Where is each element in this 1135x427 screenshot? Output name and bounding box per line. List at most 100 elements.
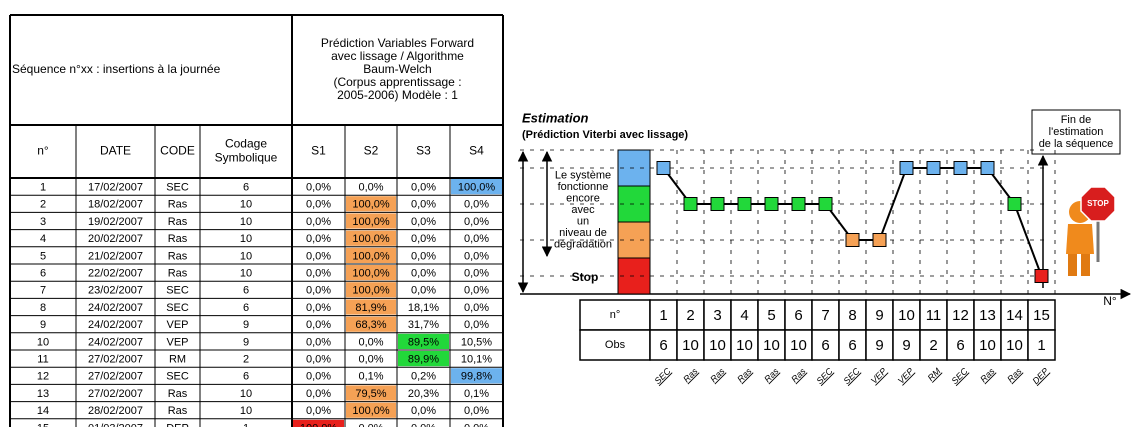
cell-highlight [346,282,396,298]
table-cell: 10 [240,216,252,228]
code-label: SEC [652,366,673,387]
cell-highlight [398,351,449,367]
table-cell: 4 [40,233,46,245]
table-cell: 12 [37,371,49,383]
table-cell: 17/02/2007 [88,182,143,194]
table-cell: SEC [166,182,189,194]
stop-sign-text: STOP [1087,199,1109,208]
table-cell: 3 [40,216,46,228]
end-note: Fin de [1061,114,1092,126]
state-marker [980,161,995,175]
observation: 10 [709,337,726,354]
value-cell [703,299,732,331]
code-label: RM [926,366,943,383]
prediction-header: Prédiction Variables Forward [321,36,474,50]
value-cell [730,329,759,361]
degradation-note: niveau de [559,227,607,239]
observation: 10 [979,337,996,354]
state-marker [899,161,914,175]
table-cell: 100,0% [352,216,390,228]
table-cell: 31,7% [408,319,439,331]
state-marker [926,161,941,175]
stop-figure: STOP [1066,186,1116,276]
diagram-subtitle: (Prédiction Viterbi avec lissage) [522,129,688,141]
step-number: 8 [848,307,856,324]
table-cell: 18,1% [408,302,439,314]
end-note: l'estimation [1049,126,1104,138]
table-cell: Ras [168,250,188,262]
table-cell: SEC [166,285,189,297]
table-cell: 6 [243,285,249,297]
table-cell: 9 [40,319,46,331]
cell-highlight [451,368,502,384]
table-cell: 27/02/2007 [88,388,143,400]
cell-highlight [346,299,396,315]
table-cell: 0,0% [411,422,436,427]
value-cell [946,329,975,361]
table-cell: 0,0% [306,233,331,245]
observation: 6 [821,337,829,354]
table-cell: 13 [37,388,49,400]
value-cell [649,299,678,331]
state-marker [710,197,725,211]
table-cell: 0,0% [306,268,331,280]
table-cell: 28/02/2007 [88,405,143,417]
table-cell: 22/02/2007 [88,268,143,280]
step-number: 2 [686,307,694,324]
column-header: S2 [364,144,379,158]
table-cell: 0,0% [306,302,331,314]
step-number: 11 [926,307,942,324]
state-marker [683,197,698,211]
table-cell: 20,3% [408,388,439,400]
step-number: 10 [898,307,915,324]
table-cell: 2 [243,354,249,366]
table-cell: 24/02/2007 [88,319,143,331]
table-cell: 99,8% [461,371,492,383]
degradation-note: avec [571,204,595,216]
code-label: SEC [814,366,835,387]
table-cell: 0,0% [464,216,489,228]
cell-highlight [293,419,344,427]
table-cell: 0,0% [358,422,383,427]
table-cell: 100,0% [352,250,390,262]
table-cell: 6 [243,302,249,314]
code-label: Ras [1005,366,1024,385]
diagram-title: Estimation [522,110,589,125]
observation: 9 [875,337,883,354]
table-cell: 0,0% [411,199,436,211]
table-cell: 0,1% [358,371,383,383]
table-cell: 100,0% [458,182,496,194]
table-cell: 9 [243,319,249,331]
step-number: 1 [659,307,667,324]
step-number: 6 [794,307,802,324]
table-cell: 0,0% [411,233,436,245]
table-cell: 10 [37,336,49,348]
observation: 1 [1037,337,1045,354]
table-cell: 0,0% [411,216,436,228]
table-cell: 0,2% [411,371,436,383]
cell-highlight [346,230,396,246]
code-label: Ras [735,366,754,385]
state-path [662,167,1043,277]
degradation-note: fonctionne [558,181,609,193]
table-cell: 0,0% [306,388,331,400]
value-cell [973,299,1002,331]
column-header: n° [37,144,49,158]
table-cell: 0,0% [464,319,489,331]
observation: 10 [682,337,699,354]
table-cell: VEP [166,336,188,348]
axis-label: N° [1103,294,1117,308]
observation: 6 [956,337,964,354]
observation: 10 [790,337,807,354]
stop-label: Stop [572,270,599,284]
value-cell [838,329,867,361]
table-cell: 0,0% [306,319,331,331]
column-header: CODE [160,144,195,158]
table-cell: 0,1% [464,388,489,400]
table-cell: 100,0% [352,405,390,417]
state-marker [953,161,968,175]
table-cell: 0,0% [306,182,331,194]
state-marker [737,197,752,211]
table-cell: 0,0% [411,268,436,280]
